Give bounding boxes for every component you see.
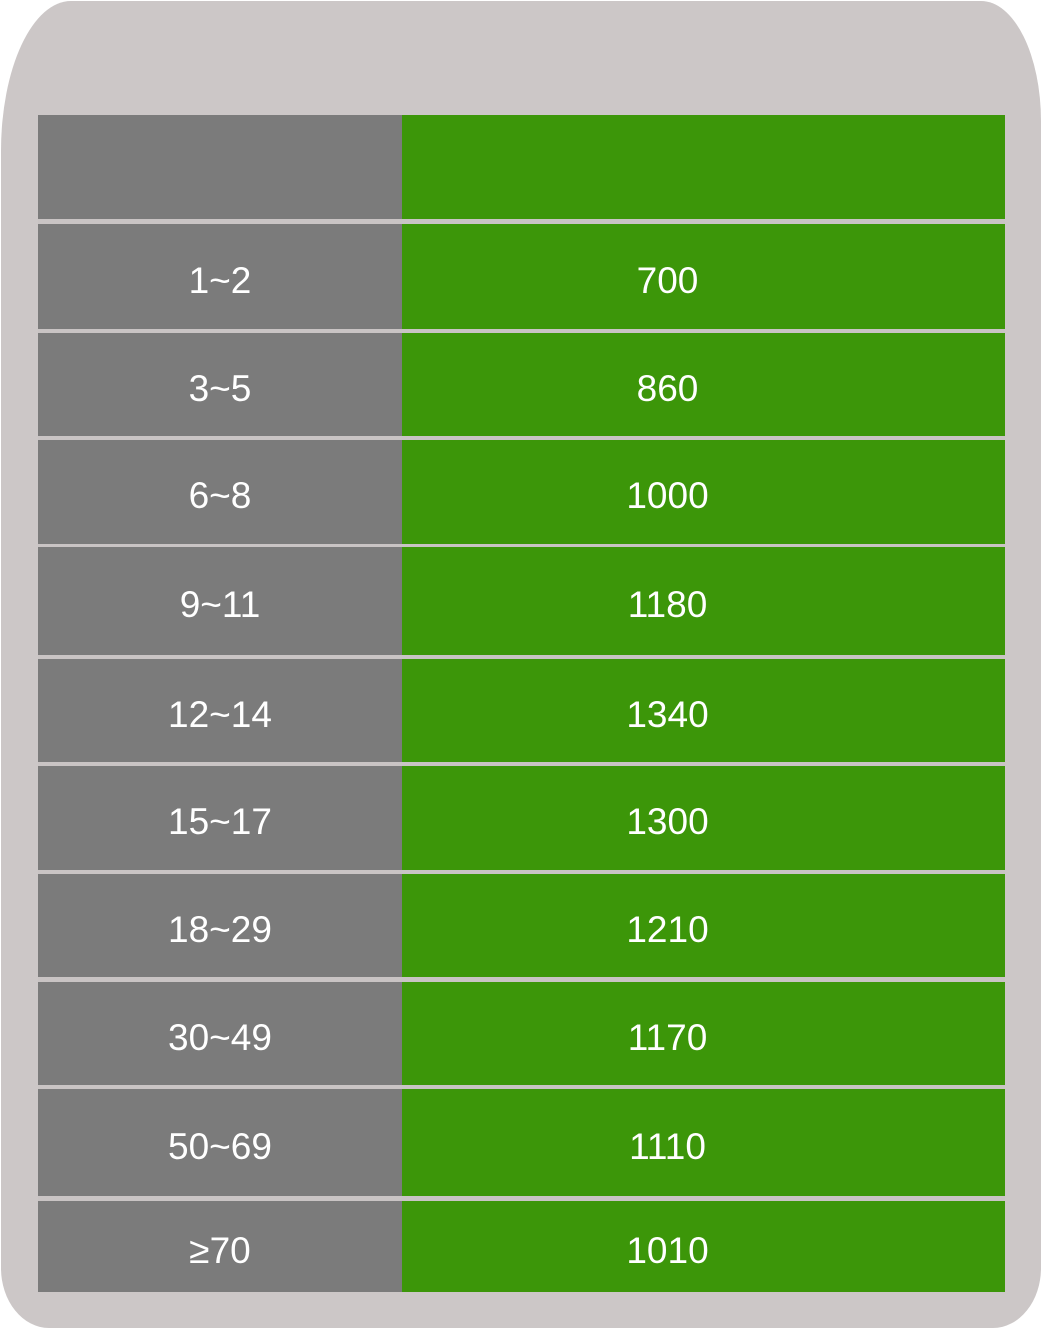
table-row: 9~11 1180 — [38, 547, 1005, 655]
table-row: 18~29 1210 — [38, 874, 1005, 977]
value-cell: 1340 — [402, 659, 1005, 762]
age-cell: 30~49 — [38, 982, 402, 1085]
table-row: 15~17 1300 — [38, 766, 1005, 870]
value-cell: 1000 — [402, 440, 1005, 544]
value-cell: 700 — [402, 224, 1005, 329]
table-row: 1~2 700 — [38, 224, 1005, 329]
header-value-cell — [402, 115, 1005, 219]
table-row: 12~14 1340 — [38, 659, 1005, 762]
header-age-cell — [38, 115, 402, 219]
table-header-row — [38, 115, 1005, 219]
age-cell: 12~14 — [38, 659, 402, 762]
age-cell: 50~69 — [38, 1089, 402, 1196]
table-row: 3~5 860 — [38, 333, 1005, 436]
age-cell: ≥70 — [38, 1201, 402, 1292]
value-cell: 1180 — [402, 547, 1005, 655]
value-cell: 1210 — [402, 874, 1005, 977]
value-cell: 860 — [402, 333, 1005, 436]
value-cell: 1170 — [402, 982, 1005, 1085]
age-cell: 15~17 — [38, 766, 402, 870]
table-row: 50~69 1110 — [38, 1089, 1005, 1196]
table-row: ≥70 1010 — [38, 1201, 1005, 1292]
age-cell: 9~11 — [38, 547, 402, 655]
age-cell: 18~29 — [38, 874, 402, 977]
table-row: 6~8 1000 — [38, 440, 1005, 544]
age-cell: 6~8 — [38, 440, 402, 544]
table-row: 30~49 1170 — [38, 982, 1005, 1085]
value-cell: 1110 — [402, 1089, 1005, 1196]
age-cell: 3~5 — [38, 333, 402, 436]
data-table: 1~2 700 3~5 860 6~8 1000 9~11 1180 12~14… — [38, 115, 1005, 1292]
value-cell: 1300 — [402, 766, 1005, 870]
age-cell: 1~2 — [38, 224, 402, 329]
value-cell: 1010 — [402, 1201, 1005, 1292]
